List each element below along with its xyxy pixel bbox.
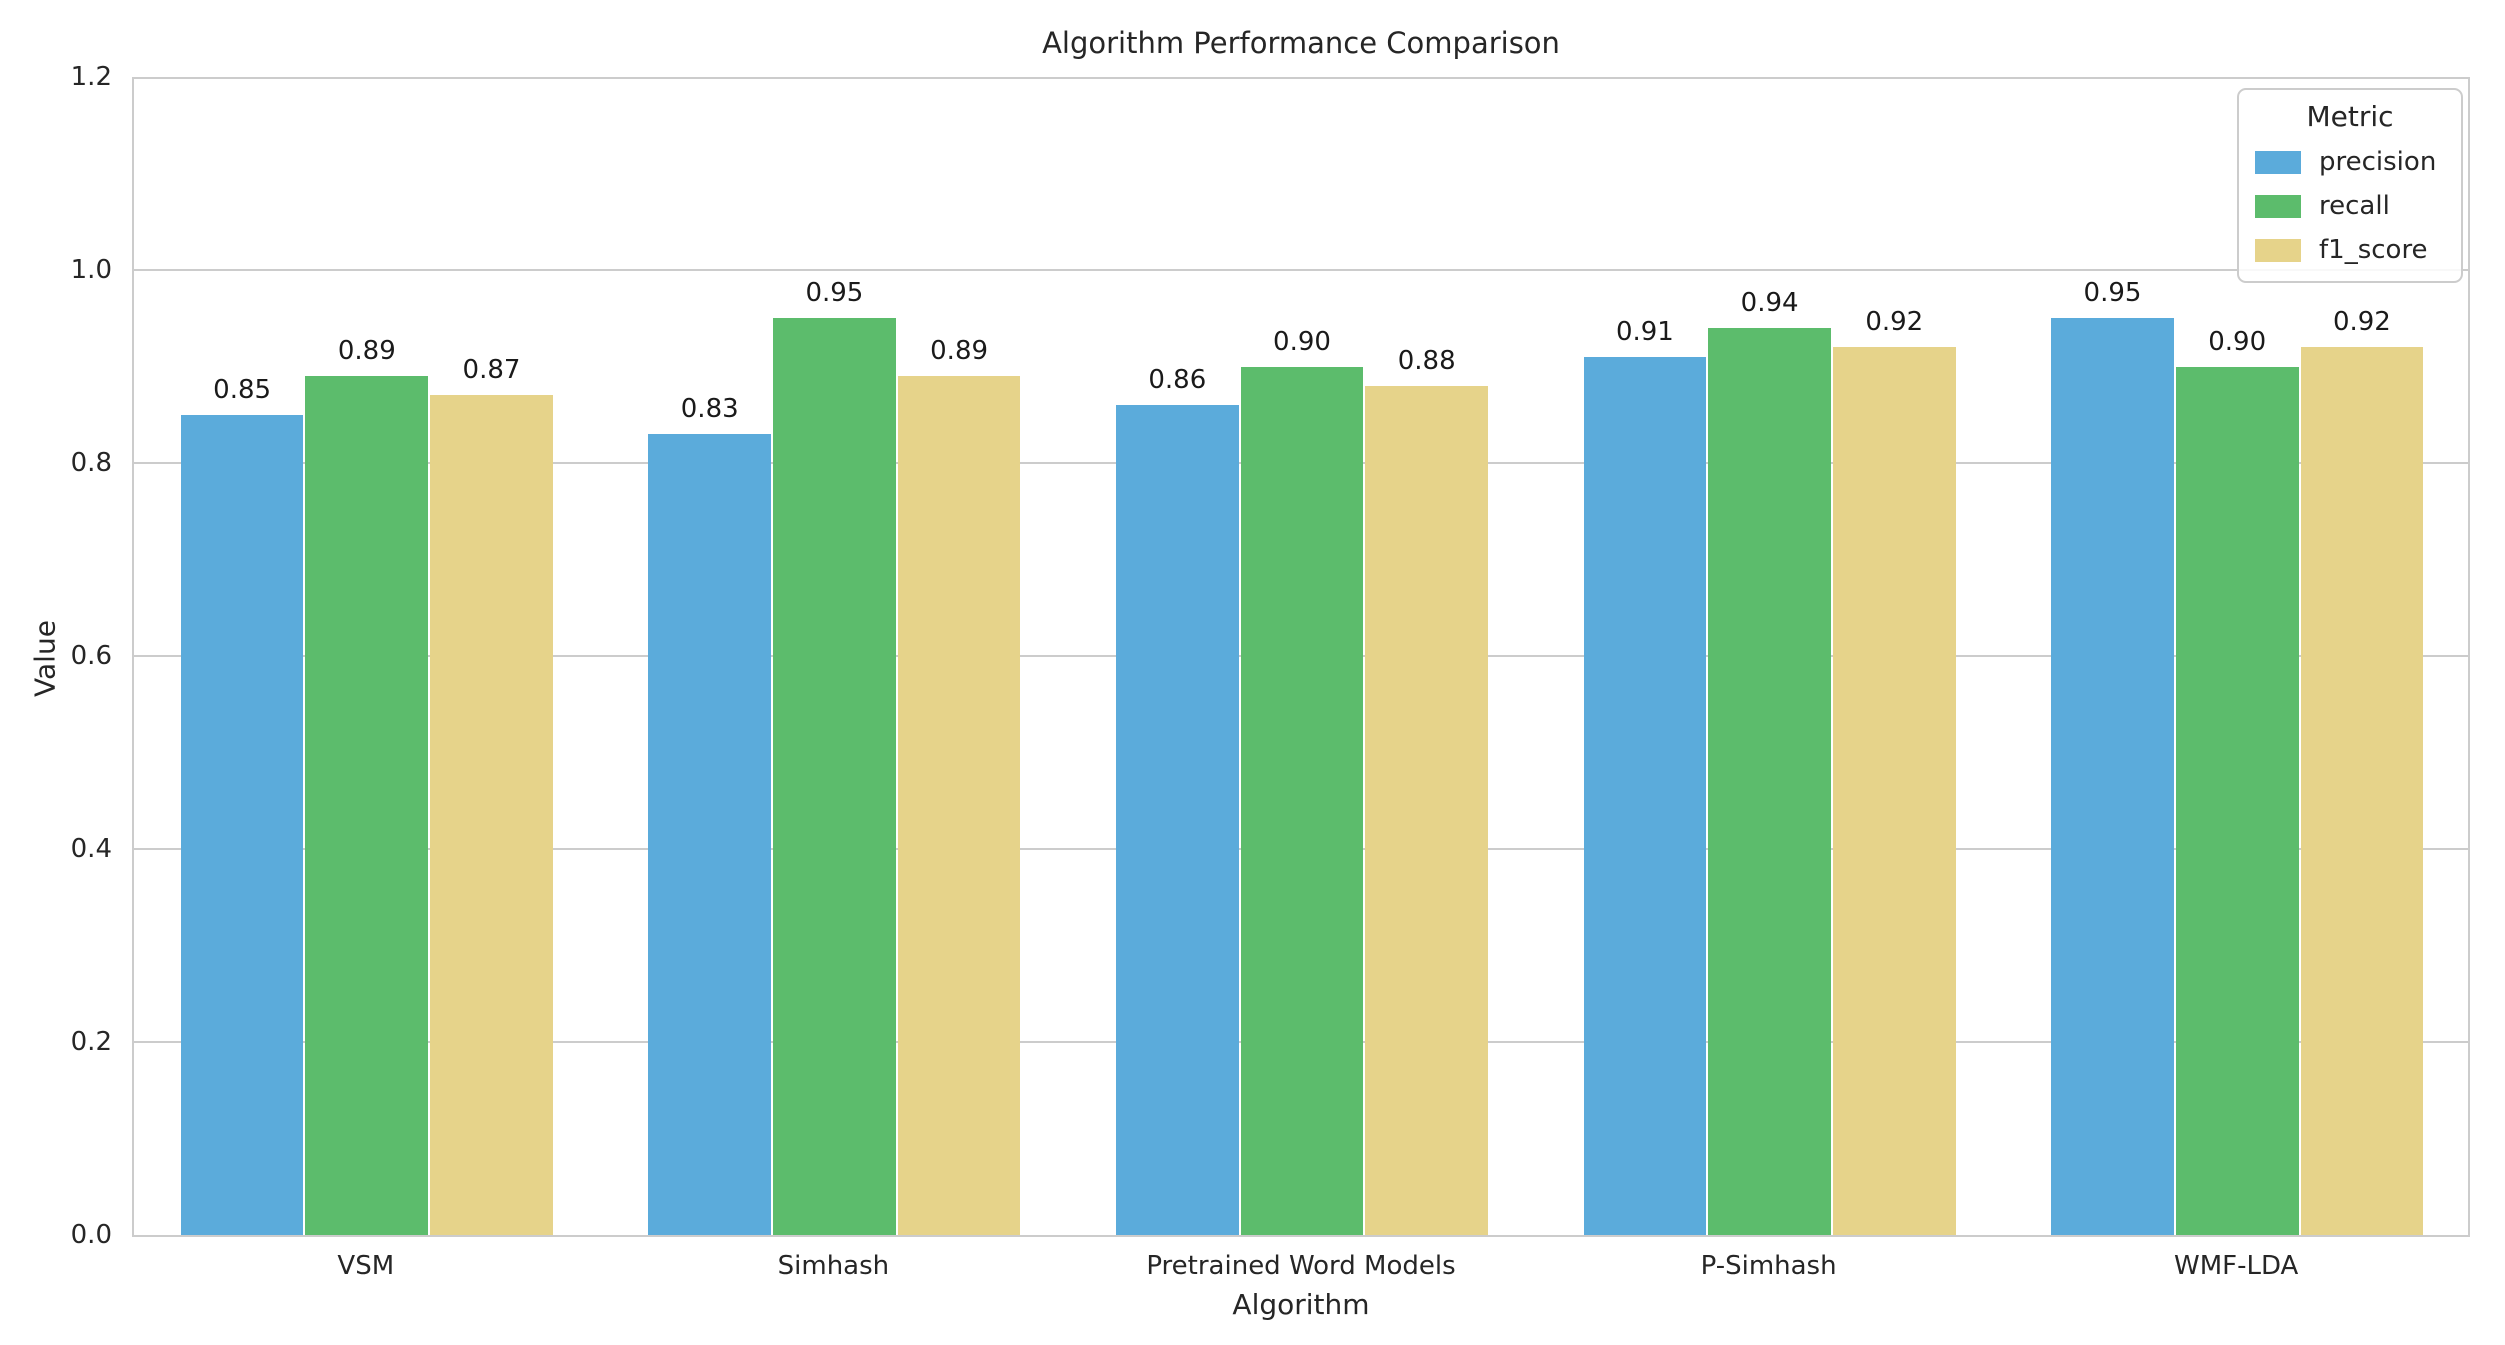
y-tick-label: 0.0	[70, 1220, 112, 1250]
bar-value-label: 0.89	[930, 336, 989, 367]
y-tick-label: 0.6	[70, 641, 112, 671]
bar-recall-Pretrained Word Models	[1240, 366, 1364, 1235]
y-tick-label: 1.0	[70, 255, 112, 285]
legend-entry-f1-score: f1_score	[2255, 235, 2445, 265]
legend-entry-precision: precision	[2255, 147, 2445, 177]
bar-f1_score-P-Simhash	[1832, 347, 1956, 1235]
bar-f1_score-VSM	[430, 395, 553, 1235]
y-axis-label: Value	[28, 620, 62, 697]
bar-f1_score-WMF-LDA	[2300, 347, 2424, 1235]
bar-recall-WMF-LDA	[2175, 366, 2299, 1235]
precision-swatch-icon	[2255, 150, 2301, 174]
legend-title: Metric	[2306, 100, 2394, 133]
bar-value-label: 0.92	[2332, 307, 2391, 338]
plot-area: 0.85 0.83 0.86 0.91 0.95 0.89 0.95 0.90 0.94 0.90…	[132, 77, 2470, 1237]
legend-label: recall	[2319, 191, 2390, 221]
bar-value-label: 0.92	[1865, 307, 1924, 338]
x-axis-label: Algorithm	[1232, 1288, 1370, 1321]
bar-value-label: 0.95	[805, 278, 864, 309]
bar-value-label: 0.83	[680, 394, 739, 425]
bar-value-label: 0.95	[2083, 278, 2142, 309]
y-tick-label: 0.2	[70, 1027, 112, 1057]
bar-precision-Simhash	[648, 434, 772, 1235]
y-tick-label: 0.8	[70, 448, 112, 478]
y-tick-label: 0.4	[70, 834, 112, 864]
bar-recall-P-Simhash	[1708, 327, 1831, 1235]
recall-swatch-icon	[2255, 194, 2301, 218]
legend-entry-recall: recall	[2255, 191, 2445, 221]
x-tick-label: WMF-LDA	[2174, 1251, 2299, 1281]
bar-value-label: 0.88	[1397, 345, 1456, 376]
legend-label: f1_score	[2319, 235, 2428, 265]
x-tick-label: P-Simhash	[1700, 1251, 1837, 1281]
x-tick-label: Simhash	[777, 1251, 890, 1281]
legend-label: precision	[2319, 147, 2437, 177]
legend: Metric precision recall f1_score	[2237, 88, 2463, 283]
bar-precision-P-Simhash	[1583, 356, 1707, 1235]
f1-score-swatch-icon	[2255, 238, 2301, 262]
bar-precision-VSM	[180, 414, 304, 1235]
x-tick-label: Pretrained Word Models	[1146, 1251, 1456, 1281]
bar-precision-WMF-LDA	[2051, 318, 2174, 1235]
bar-precision-Pretrained Word Models	[1115, 405, 1239, 1235]
y-tick-label: 1.2	[70, 62, 112, 92]
gridline	[134, 269, 2468, 271]
bar-recall-Simhash	[773, 318, 896, 1235]
bar-value-label: 0.94	[1740, 287, 1799, 318]
chart-title: Algorithm Performance Comparison	[1042, 26, 1560, 60]
bar-recall-VSM	[305, 376, 429, 1235]
bar-value-label: 0.89	[337, 336, 396, 367]
bar-value-label: 0.91	[1615, 316, 1674, 347]
bar-f1_score-Pretrained Word Models	[1365, 385, 1489, 1235]
x-tick-label: VSM	[337, 1251, 395, 1281]
bar-value-label: 0.90	[2208, 326, 2267, 357]
bar-f1_score-Simhash	[897, 376, 1021, 1235]
bar-value-label: 0.86	[1148, 365, 1207, 396]
bar-value-label: 0.87	[462, 355, 521, 386]
bar-value-label: 0.85	[213, 374, 272, 405]
bar-value-label: 0.90	[1273, 326, 1331, 357]
